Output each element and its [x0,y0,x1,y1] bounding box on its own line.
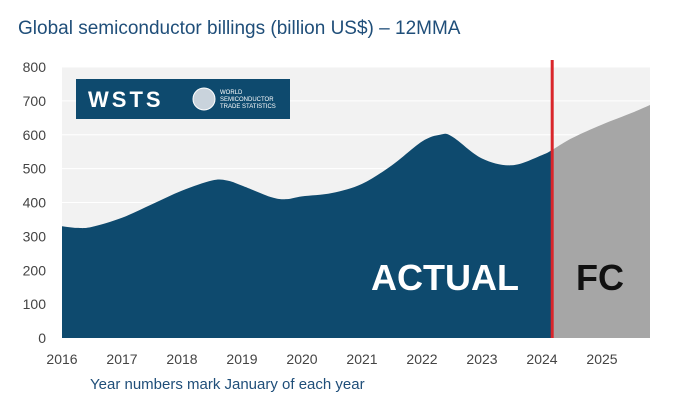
x-axis-note: Year numbers mark January of each year [90,376,365,393]
x-axis-ticks: 2016 2017 2018 2019 2020 2021 2022 2023 2024 2025 [46,351,617,367]
y-tick-label: 300 [23,228,47,244]
x-tick-label: 2021 [346,351,377,367]
y-tick-label: 0 [38,330,46,346]
x-tick-label: 2017 [106,351,137,367]
x-tick-label: 2018 [166,351,197,367]
x-tick-label: 2019 [226,351,257,367]
logo-line-2: SEMICONDUCTOR [220,97,274,103]
x-tick-label: 2022 [406,351,437,367]
x-tick-label: 2024 [526,351,557,367]
y-tick-label: 600 [23,127,47,143]
y-tick-label: 700 [23,93,47,109]
x-tick-label: 2020 [286,351,317,367]
area-actual [62,133,553,338]
globe-icon [192,87,216,111]
logo-line-3: TRADE STATISTICS [220,104,276,110]
y-tick-label: 800 [23,59,47,75]
x-tick-label: 2016 [46,351,77,367]
logo-line-1: WORLD [220,90,243,96]
x-tick-label: 2023 [466,351,497,367]
forecast-label: FC [576,257,624,298]
y-tick-label: 200 [23,262,47,278]
y-tick-label: 500 [23,161,47,177]
y-tick-label: 100 [23,296,47,312]
logo-wordmark: WSTS [88,87,164,112]
y-axis-ticks: 0 100 200 300 400 500 600 700 800 [23,59,47,346]
wsts-logo: WSTS WORLD SEMICONDUCTOR TRADE STATISTIC… [76,79,290,119]
actual-label: ACTUAL [371,257,519,298]
x-tick-label: 2025 [586,351,617,367]
chart-title: Global semiconductor billings (billion U… [18,18,461,39]
y-tick-label: 400 [23,195,47,211]
area-forecast [552,104,650,338]
logo-box [76,79,290,119]
